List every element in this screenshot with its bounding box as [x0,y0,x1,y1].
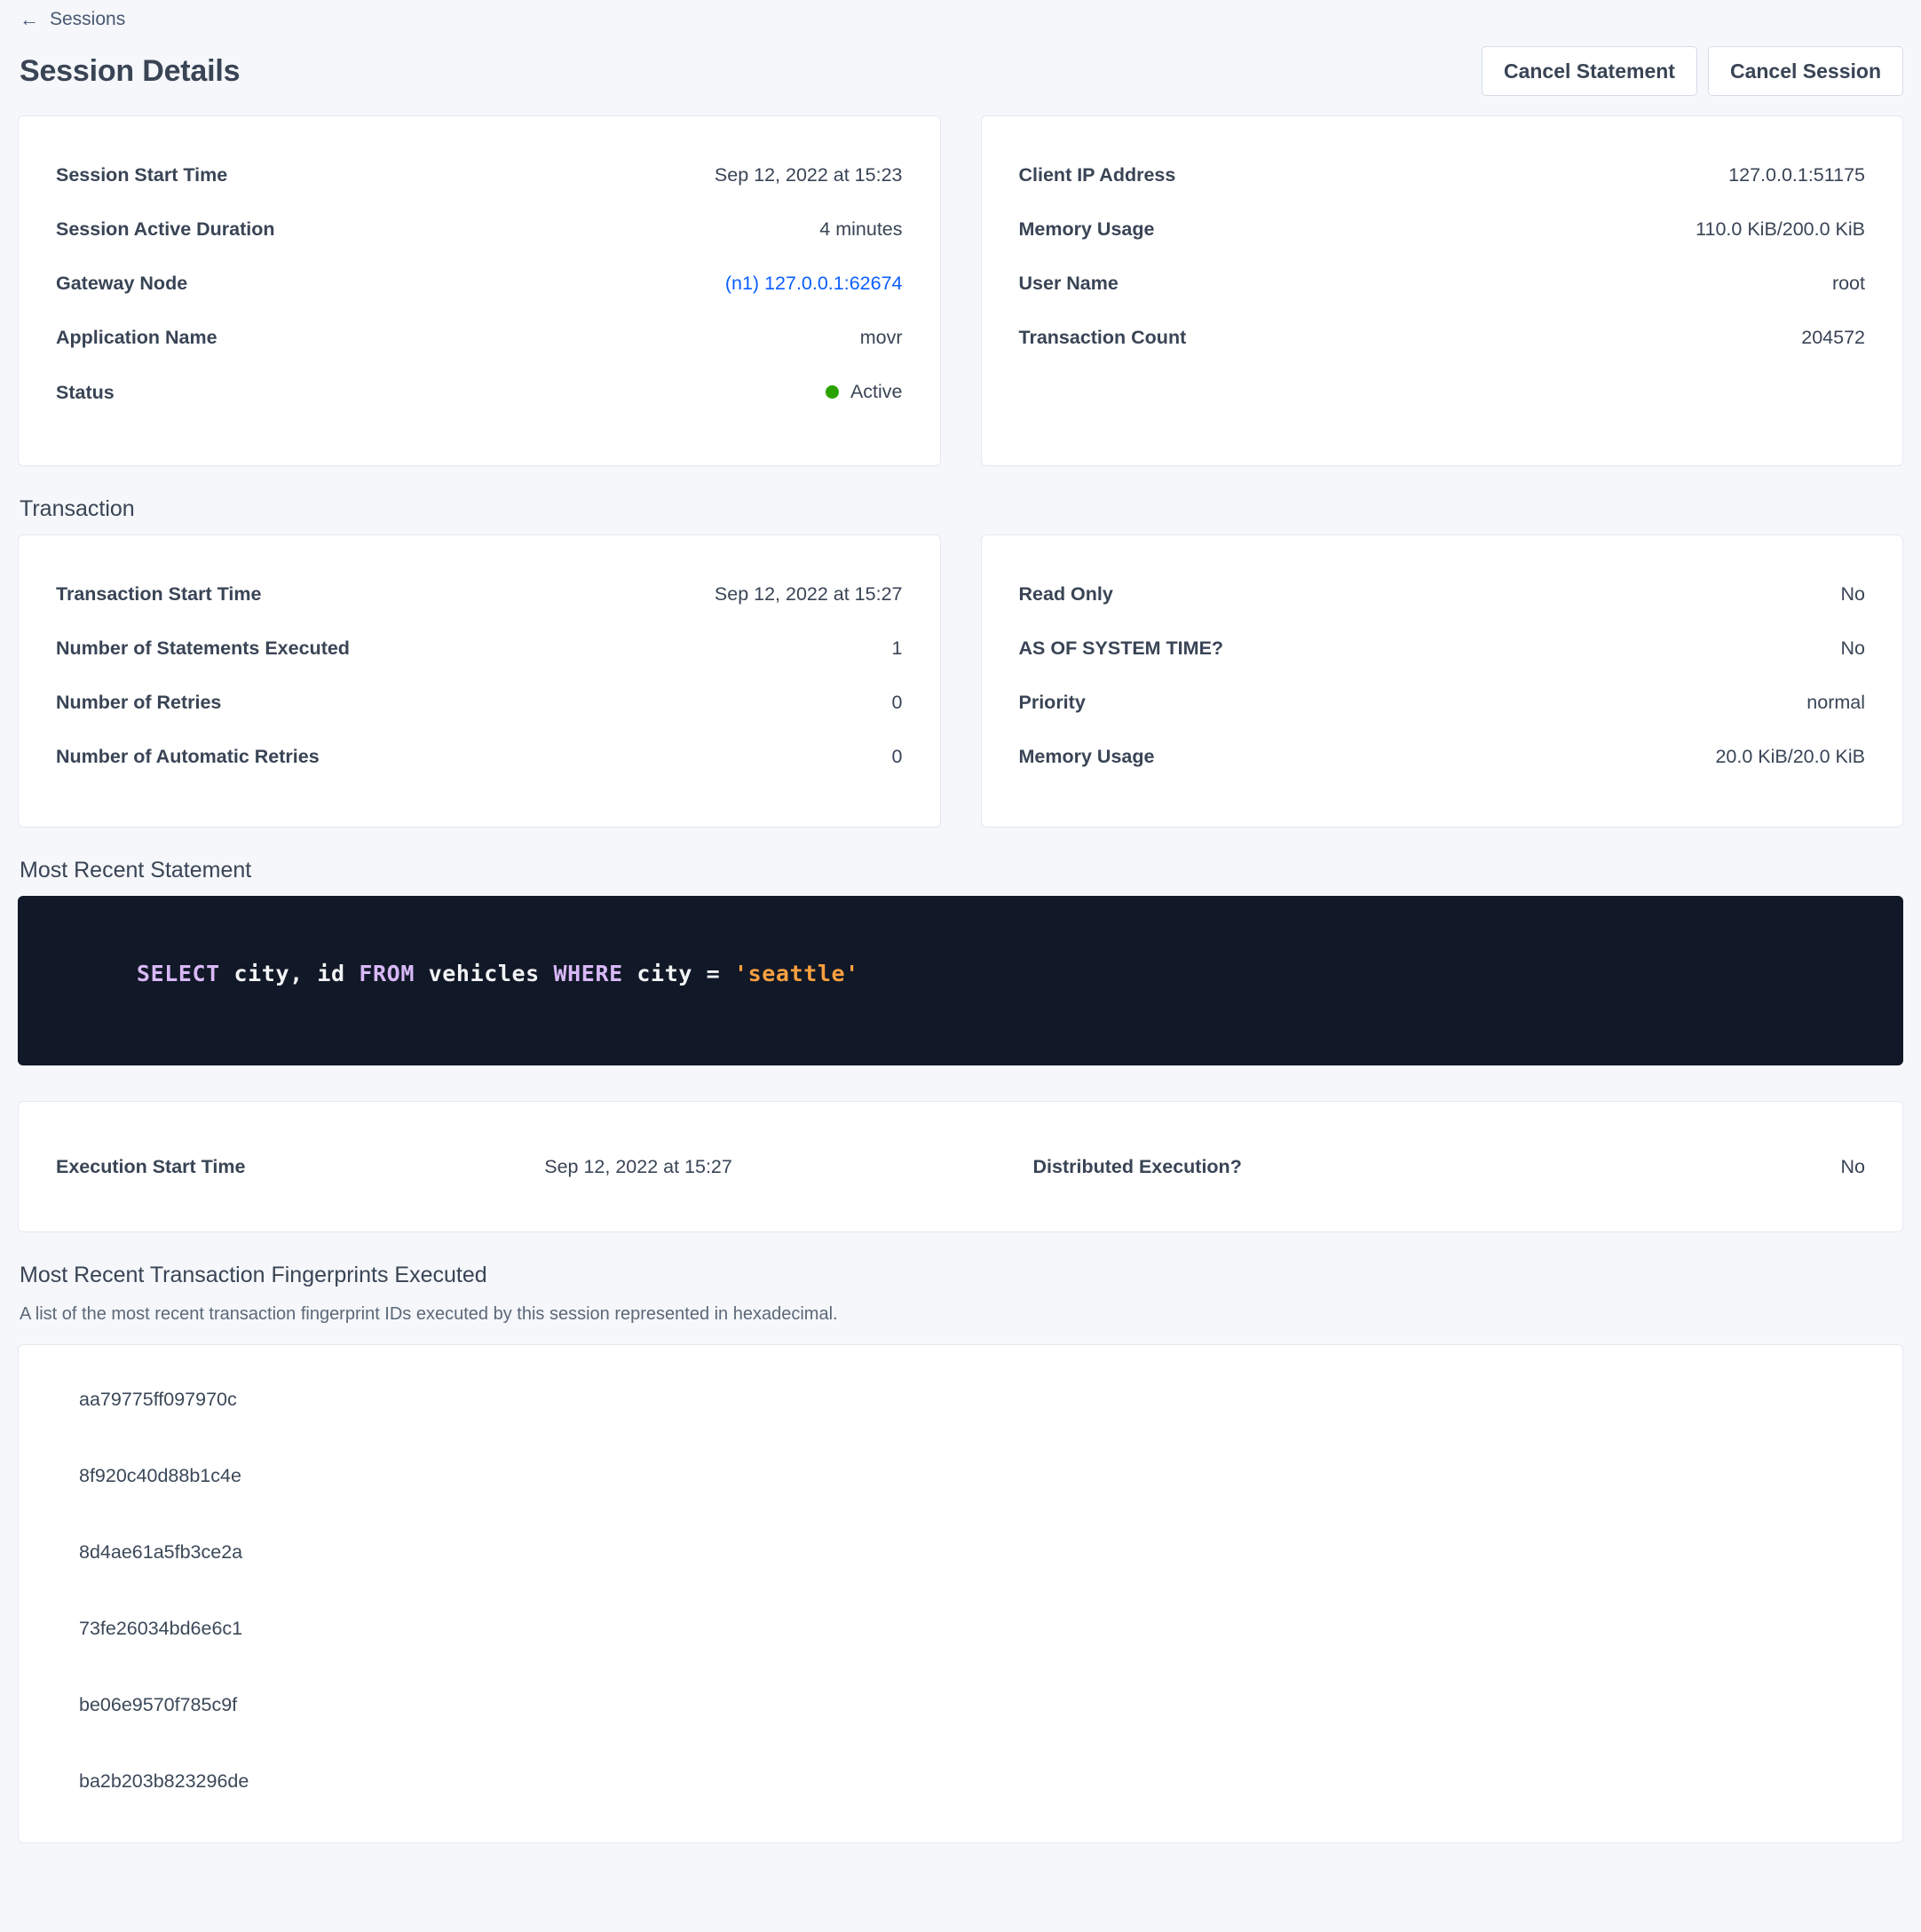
row-client-ip-address: Client IP Address 127.0.0.1:51175 [1019,155,1866,210]
session-card-right: Client IP Address 127.0.0.1:51175 Memory… [980,115,1903,466]
value: 204572 [1801,327,1865,348]
execution-details-card: Execution Start Time Sep 12, 2022 at 15:… [18,1101,1903,1232]
row-session-start-time: Session Start Time Sep 12, 2022 at 15:23 [56,155,903,210]
value: 20.0 KiB/20.0 KiB [1715,746,1865,767]
value: 110.0 KiB/200.0 KiB [1696,218,1865,240]
header-actions: Cancel Statement Cancel Session [1481,45,1903,97]
label: Memory Usage [1018,746,1155,767]
label: Session Start Time [56,164,228,186]
row-transaction-count: Transaction Count 204572 [1019,318,1866,372]
breadcrumb-label: Sessions [50,9,126,29]
row-session-active-duration: Session Active Duration 4 minutes [56,210,903,264]
row-number-of-automatic-retries: Number of Automatic Retries 0 [56,737,903,791]
page-title: Session Details [20,53,241,88]
row-number-of-retries: Number of Retries 0 [56,683,903,737]
row-as-of-system-time: AS OF SYSTEM TIME? No [1019,629,1866,683]
sql-token-string: 'seattle' [733,961,859,986]
status-badge: Active [825,381,903,403]
label: Transaction Count [1018,327,1187,348]
label: Read Only [1018,583,1113,605]
row-gateway-node: Gateway Node (n1) 127.0.0.1:62674 [56,264,903,318]
sql-token-plain: city, id [219,961,360,986]
sql-statement-block: SELECT city, id FROM vehicles WHERE city… [18,896,1903,1065]
list-item[interactable]: ba2b203b823296de [79,1770,249,1792]
value: No [1840,637,1865,659]
distributed-execution-value: No [1840,1155,1865,1177]
cancel-session-button[interactable]: Cancel Session [1707,45,1903,97]
list-item[interactable]: 73fe26034bd6e6c1 [79,1617,243,1639]
label: Memory Usage [1018,218,1155,240]
session-overview-cards: Session Start Time Sep 12, 2022 at 15:23… [18,115,1903,466]
label: Priority [1018,692,1086,713]
fingerprints-list: aa79775ff097970c 8f920c40d88b1c4e 8d4ae6… [18,1344,1903,1843]
value: Sep 12, 2022 at 15:27 [714,583,903,605]
label: Gateway Node [56,273,188,294]
label: Application Name [56,327,217,348]
list-item[interactable]: 8d4ae61a5fb3ce2a [79,1540,243,1563]
row-priority: Priority normal [1019,683,1866,737]
value: No [1840,583,1865,605]
row-user-name: User Name root [1019,264,1866,318]
label: User Name [1018,273,1119,294]
row-application-name: Application Name movr [56,318,903,372]
execution-start-time-label: Execution Start Time [56,1155,246,1177]
sql-token-plain: vehicles [414,961,554,986]
transaction-section-heading: Transaction [20,496,135,521]
sql-token-keyword: SELECT [136,961,220,986]
statement-section-heading: Most Recent Statement [20,858,252,883]
value: normal [1806,692,1865,713]
label: Status [56,382,115,403]
sql-statement-line: SELECT city, id FROM vehicles WHERE city… [53,935,1868,1012]
transaction-card-left: Transaction Start Time Sep 12, 2022 at 1… [18,534,941,827]
value: root [1831,273,1865,294]
value: 0 [891,746,903,767]
value: Sep 12, 2022 at 15:23 [714,164,903,186]
label: Number of Statements Executed [56,637,350,659]
list-item[interactable]: aa79775ff097970c [79,1388,237,1410]
transaction-cards: Transaction Start Time Sep 12, 2022 at 1… [18,534,1903,827]
execution-start-time-value: Sep 12, 2022 at 15:27 [544,1155,732,1177]
row-transaction-start-time: Transaction Start Time Sep 12, 2022 at 1… [56,574,903,629]
label: Number of Retries [56,692,222,713]
session-card-left: Session Start Time Sep 12, 2022 at 15:23… [18,115,941,466]
label: Client IP Address [1018,164,1176,186]
arrow-left-icon: ← [20,8,39,30]
status-dot-icon [825,385,839,399]
value: 1 [891,637,903,659]
value: 4 minutes [819,218,903,240]
sql-token-keyword: WHERE [553,961,623,986]
page-header: Session Details Cancel Statement Cancel … [18,39,1903,103]
list-item[interactable]: be06e9570f785c9f [79,1693,238,1715]
row-status: Status Active [56,372,903,426]
list-item[interactable]: 8f920c40d88b1c4e [79,1464,241,1486]
value: 127.0.0.1:51175 [1728,164,1865,186]
sql-token-plain: city = [622,961,734,986]
sql-token-keyword: FROM [359,961,415,986]
fingerprints-description: A list of the most recent transaction fi… [20,1304,838,1324]
cancel-statement-button[interactable]: Cancel Statement [1481,45,1697,97]
transaction-card-right: Read Only No AS OF SYSTEM TIME? No Prior… [980,534,1903,827]
value: 0 [891,692,903,713]
breadcrumb-back-sessions[interactable]: ← Sessions [18,0,125,39]
label: Transaction Start Time [56,583,262,605]
fingerprints-section-heading: Most Recent Transaction Fingerprints Exe… [20,1263,487,1287]
label: Session Active Duration [56,218,275,240]
distributed-execution-label: Distributed Execution? [1032,1155,1242,1177]
status-label: Active [850,381,903,402]
label: AS OF SYSTEM TIME? [1018,637,1224,659]
row-transaction-memory-usage: Memory Usage 20.0 KiB/20.0 KiB [1019,737,1866,791]
row-number-of-statements-executed: Number of Statements Executed 1 [56,629,903,683]
row-read-only: Read Only No [1019,574,1866,629]
row-memory-usage: Memory Usage 110.0 KiB/200.0 KiB [1019,210,1866,264]
label: Number of Automatic Retries [56,746,320,767]
gateway-node-link[interactable]: (n1) 127.0.0.1:62674 [724,273,903,294]
value: movr [859,327,903,348]
